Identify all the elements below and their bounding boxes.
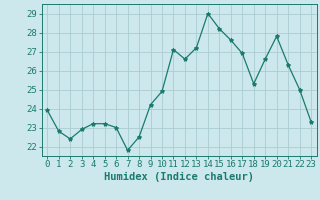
X-axis label: Humidex (Indice chaleur): Humidex (Indice chaleur) bbox=[104, 172, 254, 182]
